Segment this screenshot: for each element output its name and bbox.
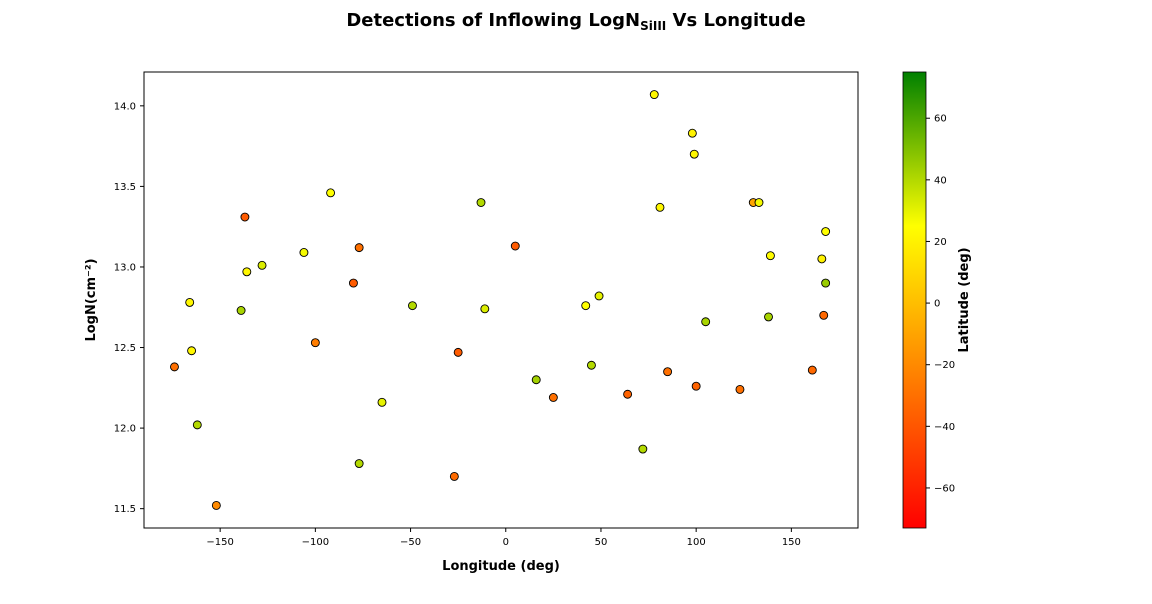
- y-axis: 11.5 12.0 12.5 13.0 13.5 14.0: [114, 101, 144, 515]
- data-point: [687, 128, 697, 138]
- data-point: [310, 338, 320, 348]
- data-point: [326, 188, 336, 198]
- data-point: [623, 389, 633, 399]
- data-point: [689, 149, 699, 159]
- data-point: [192, 420, 202, 430]
- data-point: [807, 365, 817, 375]
- colorbar-tick-label: −60: [934, 483, 955, 494]
- data-point: [586, 360, 596, 370]
- data-point: [764, 312, 773, 322]
- colorbar-tick-label: 0: [934, 299, 940, 310]
- data-point: [548, 393, 558, 402]
- data-point: [453, 347, 463, 357]
- plot-area-frame: [143, 71, 859, 529]
- x-tick-label: 0: [503, 537, 509, 548]
- colorbar: [902, 71, 927, 529]
- data-point: [354, 459, 364, 468]
- data-point: [691, 381, 701, 391]
- y-tick-label: 13.5: [114, 182, 136, 193]
- data-point: [581, 301, 591, 311]
- data-point: [377, 397, 387, 407]
- chart-title-main: Detections of Inflowing LogN: [346, 10, 641, 31]
- x-tick-label: −150: [206, 537, 233, 548]
- y-tick-label: 11.5: [114, 504, 136, 515]
- data-point: [819, 310, 829, 320]
- y-tick-label: 14.0: [114, 101, 136, 112]
- x-axis: −150 −100 −50 0 50 100 150: [206, 528, 801, 548]
- data-point: [510, 241, 520, 251]
- data-point: [531, 375, 541, 385]
- data-point: [170, 362, 179, 372]
- x-axis-label: Longitude (deg): [442, 559, 560, 574]
- data-point: [408, 301, 417, 311]
- colorbar-tick-label: 40: [934, 175, 947, 186]
- data-point: [594, 291, 604, 301]
- data-point: [735, 384, 745, 394]
- data-point: [476, 198, 486, 207]
- colorbar-axis: −60 −40 −20 0 20 40 60: [926, 114, 955, 494]
- x-tick-label: 50: [595, 537, 608, 548]
- data-point: [663, 367, 673, 377]
- colorbar-tick-label: 20: [934, 237, 947, 248]
- data-point: [754, 198, 764, 207]
- data-points: [170, 90, 831, 510]
- chart-title-suffix: Vs Longitude: [666, 10, 806, 31]
- data-point: [257, 260, 267, 270]
- data-point: [449, 471, 459, 481]
- data-point: [240, 212, 250, 222]
- data-point: [185, 297, 195, 307]
- data-point: [655, 202, 665, 212]
- colorbar-tick-label: −20: [934, 360, 955, 371]
- colorbar-label: Latitude (deg): [957, 247, 972, 352]
- chart-title: Detections of Inflowing LogNSiIII Vs Lon…: [0, 10, 1152, 33]
- y-tick-label: 12.5: [114, 343, 136, 354]
- data-point: [236, 306, 246, 315]
- colorbar-tick-label: 60: [934, 114, 947, 125]
- x-tick-label: −50: [400, 537, 421, 548]
- data-point: [765, 251, 775, 261]
- data-point: [480, 304, 490, 314]
- y-axis-label: LogN(cm⁻²): [84, 258, 99, 341]
- colorbar-tick-label: −40: [934, 422, 955, 433]
- data-point: [817, 254, 827, 264]
- y-tick-label: 12.0: [114, 424, 136, 435]
- data-point: [187, 346, 197, 356]
- data-point: [821, 278, 831, 288]
- data-point: [299, 248, 309, 257]
- data-point: [348, 278, 358, 288]
- data-point: [211, 500, 221, 510]
- x-tick-label: −100: [302, 537, 329, 548]
- chart-title-subscript: SiIII: [640, 19, 667, 33]
- data-point: [649, 90, 659, 100]
- x-tick-label: 150: [782, 537, 801, 548]
- y-tick-label: 13.0: [114, 262, 136, 273]
- data-point: [701, 317, 711, 327]
- data-point: [242, 267, 252, 277]
- x-tick-label: 100: [687, 537, 706, 548]
- data-point: [821, 227, 831, 236]
- data-point: [638, 444, 648, 454]
- data-point: [354, 243, 364, 253]
